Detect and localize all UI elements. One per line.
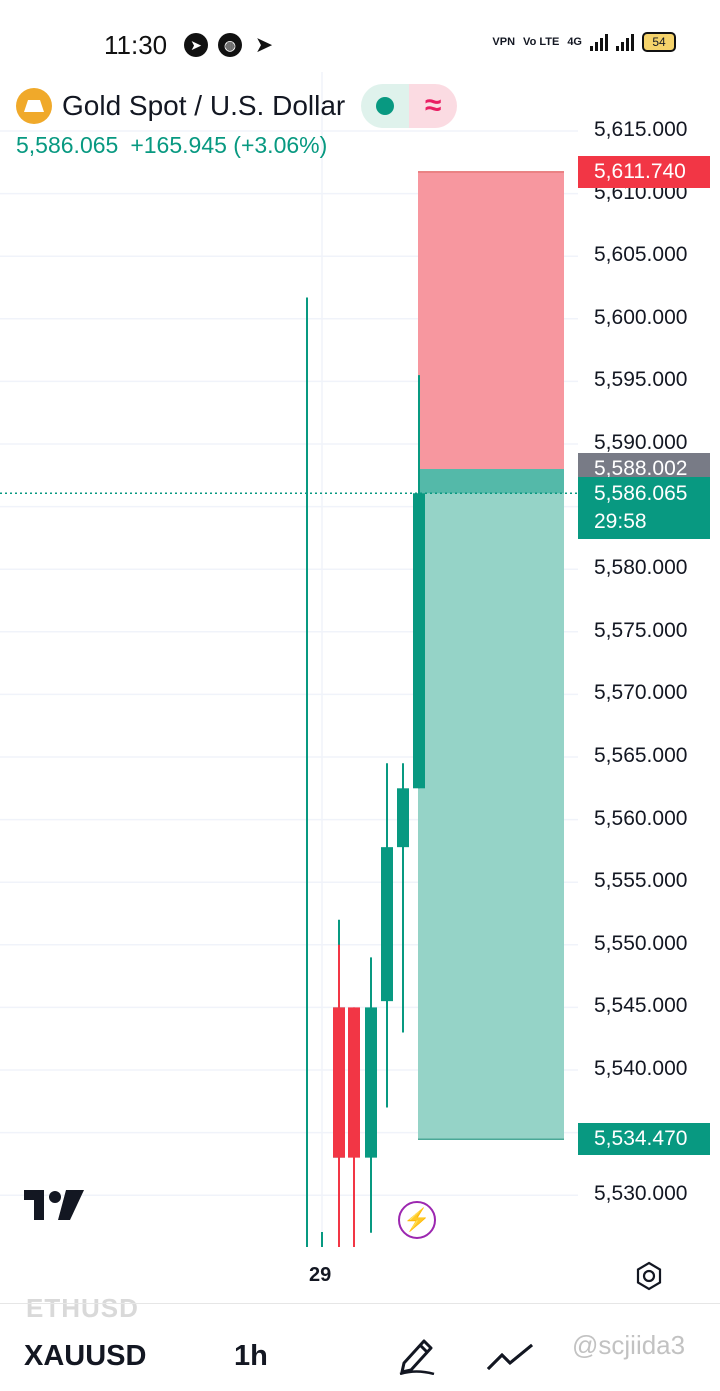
- approx-data-icon: ≈: [409, 84, 458, 128]
- vpn-label: VPN: [492, 36, 516, 48]
- risk-zone: [418, 171, 564, 470]
- battery-icon: 54: [642, 32, 676, 52]
- status-pill[interactable]: ≈: [361, 84, 458, 128]
- symbol-title[interactable]: Gold Spot / U.S. Dollar: [62, 90, 346, 121]
- tradingview-logo-icon: [24, 1190, 84, 1220]
- candle-body: [413, 493, 425, 789]
- status-bar: 11:30 ➤ ◍ ➤ VPN Vo LTE 4G 54: [0, 0, 720, 90]
- bottom-divider: [0, 1303, 720, 1304]
- status-time: 11:30: [104, 30, 168, 60]
- price-axis-label: 5,540.000: [594, 1057, 688, 1080]
- entry-price-value: 5,588.002: [594, 457, 688, 480]
- stop-price-value: 5,611.740: [594, 159, 686, 183]
- price-axis-label: 5,550.000: [594, 931, 688, 955]
- price-axis-label: 5,615.000: [594, 118, 688, 141]
- price-axis-label: 5,590.000: [594, 431, 688, 454]
- price-axis-label: 5,555.000: [594, 869, 688, 893]
- volte-label: Vo LTE: [523, 36, 560, 48]
- current-price-tag: 5,586.065 29:58: [578, 477, 710, 540]
- lightning-icon[interactable]: ⚡: [398, 1201, 436, 1239]
- market-open-icon: [361, 84, 410, 128]
- watermark-text: @scjiida3: [572, 1330, 686, 1360]
- status-notification-icons: ➤ ◍ ➤: [184, 33, 276, 57]
- network-label: 4G: [567, 36, 582, 48]
- bar-countdown: 29:58: [594, 510, 647, 534]
- candle-body: [348, 1007, 360, 1158]
- gold-icon: [16, 88, 52, 124]
- trend-lines-icon[interactable]: [486, 1343, 536, 1373]
- price-axis-label: 5,575.000: [594, 618, 688, 642]
- candles: [306, 297, 425, 1247]
- price-axis-label: 5,605.000: [594, 243, 688, 267]
- last-price: 5,586.065: [16, 132, 119, 158]
- symbol-legend[interactable]: Gold Spot / U.S. Dollar ≈ 5,586.065 +165…: [16, 84, 458, 159]
- previous-symbol-ghost: ETHUSD: [26, 1293, 139, 1323]
- draw-pen-icon[interactable]: [396, 1333, 438, 1375]
- reward-zone: [418, 469, 564, 1140]
- price-axis-label: 5,580.000: [594, 556, 688, 580]
- time-axis-label: 29: [309, 1264, 332, 1286]
- symbol-selector[interactable]: XAUUSD: [24, 1340, 147, 1372]
- price-axis-label: 5,560.000: [594, 806, 688, 830]
- profit-fill: [418, 469, 564, 494]
- telegram-icon: ➤: [184, 33, 208, 57]
- timeframe-selector[interactable]: 1h: [234, 1340, 268, 1372]
- price-axis-label: 5,600.000: [594, 305, 688, 329]
- price-axis-label: 5,595.000: [594, 368, 688, 392]
- signal-icon-2: [616, 33, 634, 51]
- candle-body: [397, 788, 409, 848]
- price-axis-label: 5,570.000: [594, 681, 688, 705]
- price-axis-label: 5,530.000: [594, 1182, 688, 1206]
- signal-icon: [590, 33, 608, 51]
- candle-body: [333, 1007, 345, 1158]
- browser-icon: ◍: [218, 33, 242, 57]
- current-price-value: 5,586.065: [594, 482, 688, 506]
- send-icon: ➤: [254, 32, 274, 57]
- candle-body: [381, 847, 393, 1002]
- price-axis-label: 5,545.000: [594, 994, 688, 1018]
- price-summary: 5,586.065 +165.945 (+3.06%): [16, 132, 457, 159]
- position-tool: [418, 171, 564, 1140]
- candle-body: [365, 1007, 377, 1158]
- stop-price-tag: 5,611.740: [578, 155, 710, 188]
- status-right: VPN Vo LTE 4G 54: [492, 32, 676, 52]
- target-price-tag: 5,534.470: [578, 1123, 710, 1156]
- target-price-value: 5,534.470: [594, 1127, 688, 1151]
- price-change: +165.945 (+3.06%): [130, 132, 328, 158]
- settings-icon[interactable]: [634, 1261, 664, 1291]
- price-axis-label: 5,565.000: [594, 744, 688, 767]
